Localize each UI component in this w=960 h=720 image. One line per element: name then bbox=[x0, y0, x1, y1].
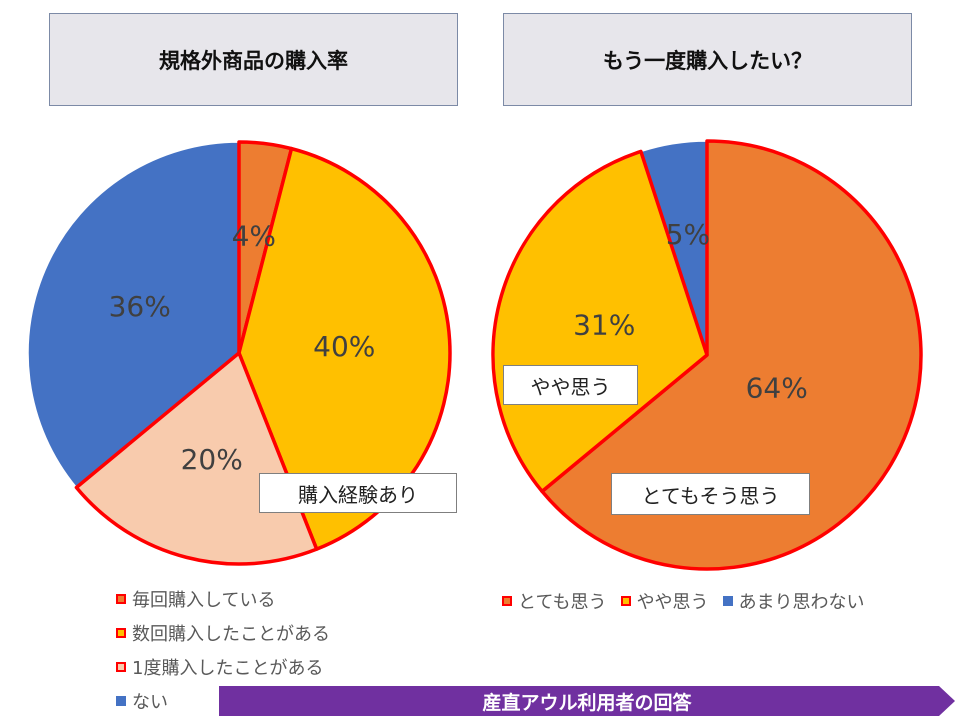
chart-title-repurchase: もう一度購入したい？ bbox=[503, 13, 912, 106]
chart-title-text: もう一度購入したい？ bbox=[602, 48, 813, 73]
legend-label: ない bbox=[132, 692, 168, 713]
legend-label: 1度購入したことがある bbox=[132, 658, 324, 679]
legend-purchase-rate: 毎回購入している 数回購入したことがある 1度購入したことがある ない bbox=[116, 582, 330, 718]
chart-title-text: 規格外商品の購入率 bbox=[159, 48, 348, 73]
legend-item: ない bbox=[116, 684, 330, 718]
pie-slice-0 bbox=[540, 139, 923, 571]
legend-repurchase: とても思う やや思う あまり思わない bbox=[502, 588, 879, 614]
legend-swatch bbox=[116, 594, 126, 604]
legend-label: 毎回購入している bbox=[132, 590, 276, 611]
callout-text: とてもそう思う bbox=[641, 483, 780, 508]
respondent-banner: 産直アウル利用者の回答 bbox=[219, 686, 955, 716]
pie-chart-repurchase: 64% 31% 5% bbox=[491, 139, 923, 571]
legend-item: 毎回購入している bbox=[116, 582, 330, 616]
callout-text: やや思う bbox=[530, 374, 611, 399]
callout-somewhat: やや思う bbox=[503, 365, 638, 405]
slice-label-2: 20% bbox=[181, 443, 243, 476]
callout-very-much: とてもそう思う bbox=[611, 473, 810, 515]
slice-label-1: 31% bbox=[573, 309, 635, 342]
callout-text: 購入経験あり bbox=[298, 482, 418, 507]
legend-item: 数回購入したことがある bbox=[116, 616, 330, 650]
chart-title-purchase-rate: 規格外商品の購入率 bbox=[49, 13, 458, 106]
banner-text: 産直アウル利用者の回答 bbox=[482, 691, 692, 714]
legend-label: やや思う bbox=[636, 592, 709, 613]
legend-label: 数回購入したことがある bbox=[132, 624, 330, 645]
slice-label-0: 4% bbox=[232, 219, 276, 252]
slice-label-2: 5% bbox=[666, 218, 710, 251]
callout-purchase-experience: 購入経験あり bbox=[259, 473, 457, 513]
legend-swatch bbox=[722, 596, 733, 606]
pie-slice-1 bbox=[491, 149, 709, 494]
legend-item: あまり思わない bbox=[722, 588, 865, 614]
legend-swatch bbox=[502, 596, 512, 606]
pie-slice-3 bbox=[27, 141, 240, 489]
legend-item: とても思う bbox=[502, 588, 607, 614]
legend-swatch bbox=[116, 628, 126, 638]
legend-swatch bbox=[620, 596, 631, 606]
legend-label: とても思う bbox=[518, 592, 607, 613]
legend-swatch bbox=[116, 662, 126, 672]
pie-slice-2 bbox=[74, 351, 319, 566]
legend-item: 1度購入したことがある bbox=[116, 650, 330, 684]
legend-label: あまり思わない bbox=[738, 592, 865, 613]
slice-label-1: 40% bbox=[313, 330, 375, 363]
pie-chart-purchase-rate: 4% 40% 20% 36% bbox=[27, 140, 452, 566]
legend-item: やや思う bbox=[620, 588, 709, 614]
slice-label-0: 64% bbox=[746, 371, 808, 404]
legend-swatch bbox=[116, 696, 126, 706]
slice-label-3: 36% bbox=[109, 290, 171, 323]
